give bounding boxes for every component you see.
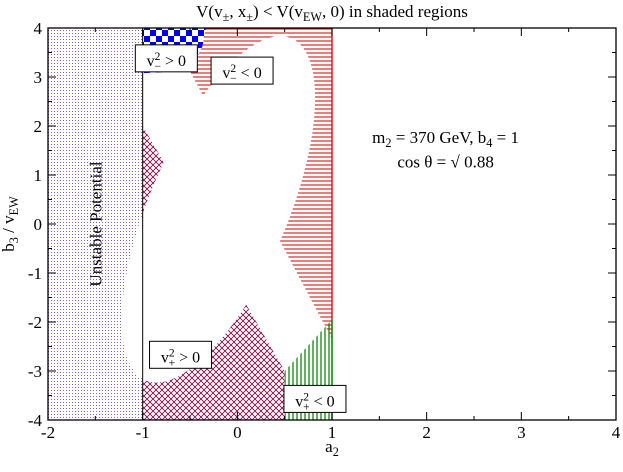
region-label-box: [210, 56, 274, 85]
region-label-green-vlines: v2 + < 0: [283, 384, 347, 413]
y-tick-label: -4: [28, 411, 43, 430]
y-tick-label: 0: [34, 215, 43, 234]
region-label-maroon-crosshatch: v2 + > 0: [149, 340, 213, 369]
x-tick-label: 4: [612, 423, 621, 442]
stable-ellipse-region: [121, 36, 316, 383]
region-label-text: v2 + < 0: [295, 391, 334, 413]
x-axis-label: a2: [325, 437, 339, 459]
y-tick-label: -1: [28, 264, 42, 283]
region-label-box: [149, 340, 213, 369]
y-tick-label: -2: [28, 313, 42, 332]
y-tick-label: 2: [34, 117, 43, 136]
x-tick-label: 1: [328, 423, 337, 442]
region-label-box: [283, 384, 347, 413]
region-label-box: [134, 44, 198, 73]
y-axis-label: b3 / vEW: [0, 196, 21, 252]
axis-ticks: [47, 27, 617, 421]
region-purple-dots: [48, 28, 143, 420]
x-tick-label: -2: [41, 423, 55, 442]
y-tick-label: 3: [34, 68, 43, 87]
region-labels: v2− > 0 v2− < 0 v2 + > 0 v2 + < 0: [134, 44, 347, 413]
x-tick-label: -1: [136, 423, 150, 442]
region-label-text: v2− < 0: [222, 63, 261, 85]
x-tick-label: 3: [517, 423, 526, 442]
region-label-text: v2 + > 0: [161, 347, 200, 369]
region-label-blue-checker: v2− > 0: [134, 44, 198, 73]
chart-title: V(v±, x±) < V(vEW, 0) in shaded regions: [196, 2, 468, 24]
y-tick-label: -3: [28, 362, 42, 381]
unstable-potential-label: Unstable Potential: [86, 161, 105, 286]
x-tick-label: 2: [422, 423, 431, 442]
parameter-annotation-line1: m2 = 370 GeV, b4 = 1: [372, 128, 519, 150]
y-tick-label: 1: [34, 166, 43, 185]
region-label-text: v2− > 0: [147, 51, 186, 73]
parameter-annotation-line2: cos θ = √ 0.88: [397, 153, 493, 172]
y-tick-label: 4: [34, 19, 43, 38]
region-label-red-hlines: v2− < 0: [210, 56, 274, 85]
axis-tick-labels: -2 -1 0 1 2 3 4 -4 -3 -2 -1 0 1 2 3 4: [28, 19, 621, 442]
x-tick-label: 0: [233, 423, 242, 442]
